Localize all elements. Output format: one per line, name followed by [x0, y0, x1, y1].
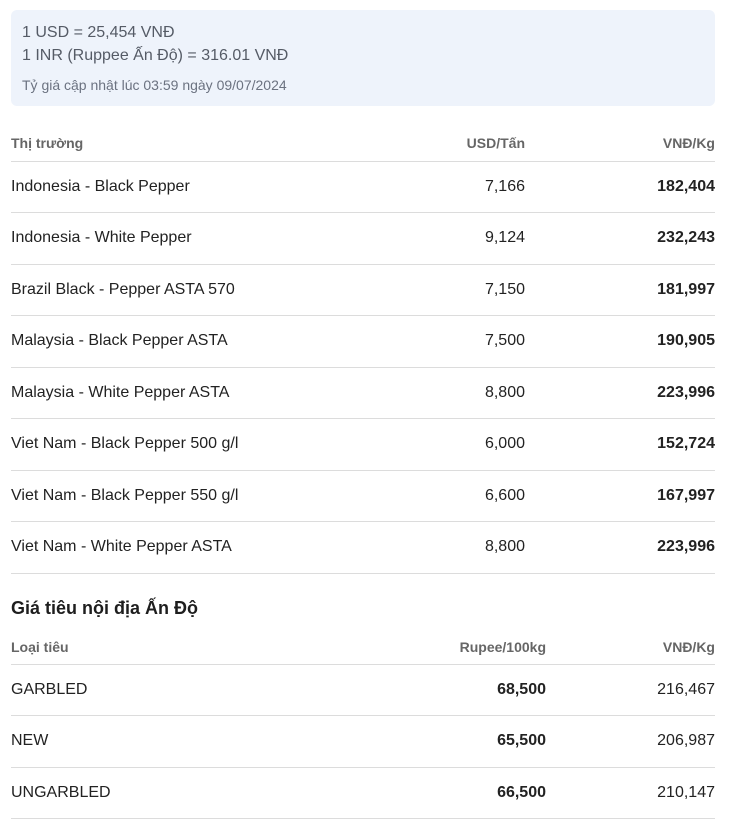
vnd-per-kg-value: 216,467	[546, 664, 715, 716]
vnd-per-kg-value: 210,147	[546, 767, 715, 819]
table-row: Viet Nam - Black Pepper 500 g/l 6,000 15…	[11, 418, 715, 471]
table-row: Brazil Black - Pepper ASTA 570 7,150 181…	[11, 264, 715, 316]
usd-per-ton-value: 7,166	[371, 161, 525, 213]
vnd-per-kg-value: 190,905	[525, 315, 715, 368]
market-column-header: Thị trường	[11, 126, 371, 162]
international-pepper-price-table: Thị trường USD/Tấn VNĐ/Kg Indonesia - Bl…	[11, 126, 715, 574]
market-name: Indonesia - White Pepper	[11, 212, 371, 265]
rupee-per-100kg-column-header: Rupee/100kg	[391, 630, 546, 665]
vnd-per-kg-value: 223,996	[525, 521, 715, 574]
pepper-type-column-header: Loại tiêu	[11, 630, 391, 665]
inr-exchange-rate: 1 INR (Ruppee Ấn Độ) = 316.01 VNĐ	[22, 47, 289, 64]
market-name: Indonesia - Black Pepper	[11, 161, 371, 213]
market-name: Viet Nam - White Pepper ASTA	[11, 521, 371, 574]
rupee-per-100kg-value: 65,500	[391, 715, 546, 768]
rupee-per-100kg-value: 68,500	[391, 664, 546, 716]
rupee-per-100kg-value: 66,500	[391, 767, 546, 819]
market-name: Malaysia - White Pepper ASTA	[11, 367, 371, 419]
table-row: Indonesia - White Pepper 9,124 232,243	[11, 212, 715, 265]
usd-per-ton-value: 8,800	[371, 521, 525, 574]
pepper-type: GARBLED	[11, 664, 391, 716]
india-section-title: Giá tiêu nội địa Ấn Độ	[11, 598, 199, 618]
vnd-per-kg-column-header: VNĐ/Kg	[525, 126, 715, 162]
exchange-rate-box: 1 USD = 25,454 VNĐ 1 INR (Ruppee Ấn Độ) …	[11, 10, 715, 106]
vnd-per-kg-value: 167,997	[525, 470, 715, 522]
table-row: GARBLED 68,500 216,467	[11, 664, 715, 716]
table-row: Malaysia - White Pepper ASTA 8,800 223,9…	[11, 367, 715, 419]
table-row: Malaysia - Black Pepper ASTA 7,500 190,9…	[11, 315, 715, 368]
table-row: Viet Nam - Black Pepper 550 g/l 6,600 16…	[11, 470, 715, 522]
vnd-per-kg-value: 182,404	[525, 161, 715, 213]
usd-per-ton-column-header: USD/Tấn	[371, 126, 525, 162]
pepper-type: UNGARBLED	[11, 767, 391, 819]
usd-per-ton-value: 6,600	[371, 470, 525, 522]
vnd-per-kg-value: 232,243	[525, 212, 715, 265]
usd-per-ton-value: 9,124	[371, 212, 525, 265]
table-header-row: Thị trường USD/Tấn VNĐ/Kg	[11, 126, 715, 162]
vnd-per-kg-value: 181,997	[525, 264, 715, 316]
table-header-row: Loại tiêu Rupee/100kg VNĐ/Kg	[11, 630, 715, 665]
pepper-type: NEW	[11, 715, 391, 768]
vnd-per-kg-value: 206,987	[546, 715, 715, 768]
vnd-per-kg-value: 223,996	[525, 367, 715, 419]
india-domestic-pepper-price-table: Loại tiêu Rupee/100kg VNĐ/Kg GARBLED 68,…	[11, 630, 715, 819]
usd-exchange-rate: 1 USD = 25,454 VNĐ	[22, 24, 175, 41]
usd-per-ton-value: 7,150	[371, 264, 525, 316]
table-row: Viet Nam - White Pepper ASTA 8,800 223,9…	[11, 521, 715, 574]
usd-per-ton-value: 8,800	[371, 367, 525, 419]
usd-per-ton-value: 7,500	[371, 315, 525, 368]
market-name: Malaysia - Black Pepper ASTA	[11, 315, 371, 368]
vnd-per-kg-column-header: VNĐ/Kg	[546, 630, 715, 665]
table-row: UNGARBLED 66,500 210,147	[11, 767, 715, 819]
market-name: Viet Nam - Black Pepper 550 g/l	[11, 470, 371, 522]
rate-updated-time: Tỷ giá cập nhật lúc 03:59 ngày 09/07/202…	[22, 77, 287, 93]
table-row: Indonesia - Black Pepper 7,166 182,404	[11, 161, 715, 213]
table-row: NEW 65,500 206,987	[11, 715, 715, 768]
market-name: Viet Nam - Black Pepper 500 g/l	[11, 418, 371, 471]
usd-per-ton-value: 6,000	[371, 418, 525, 471]
market-name: Brazil Black - Pepper ASTA 570	[11, 264, 371, 316]
vnd-per-kg-value: 152,724	[525, 418, 715, 471]
